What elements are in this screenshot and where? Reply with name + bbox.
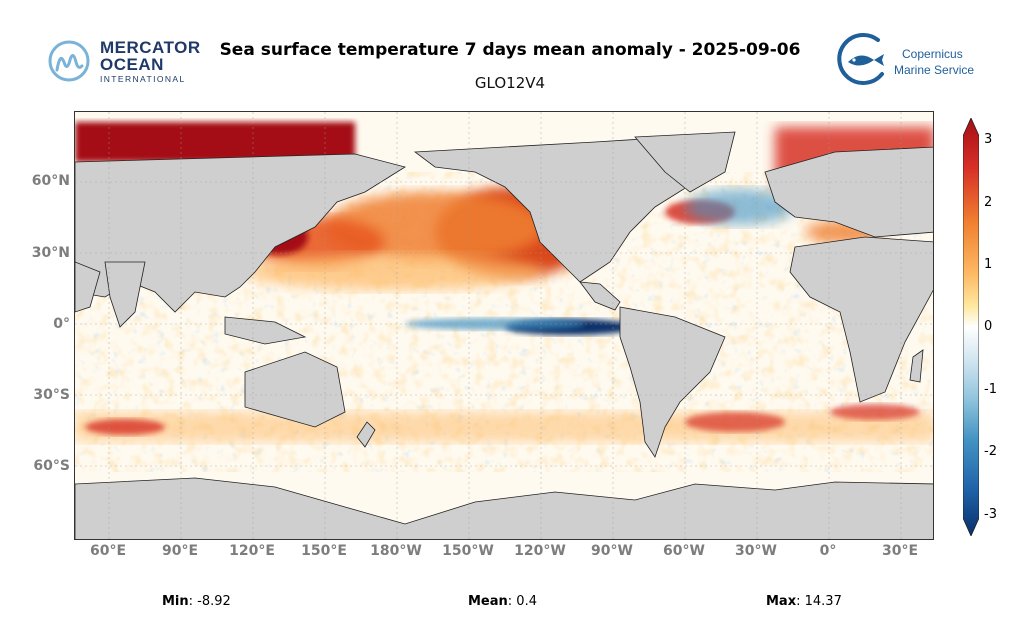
new-zealand-landmass — [356, 421, 376, 448]
madagascar-landmass — [909, 349, 924, 383]
colorbar-tick-neg3: -3 — [984, 507, 997, 522]
lat-label-0: 0° — [53, 316, 70, 332]
lat-label-60s: 60°S — [33, 458, 70, 474]
arabia-landmass — [75, 261, 101, 313]
copernicus-logo-line2: Marine Service — [894, 63, 975, 77]
stat-max-value: : 14.37 — [796, 594, 842, 609]
colorbar-tick-neg2: -2 — [984, 444, 997, 459]
lon-label-180w: 180°W — [370, 543, 422, 559]
stat-min-value: : -8.92 — [188, 594, 231, 609]
lon-label-30e: 30°E — [881, 543, 919, 559]
mercator-logo-line1: MERCATOR — [100, 38, 201, 57]
south-america-landmass — [619, 306, 726, 458]
stat-max: Max: 14.37 — [766, 594, 842, 609]
mercator-logo-icon — [48, 40, 90, 82]
mercator-logo-line2: OCEAN — [100, 55, 164, 74]
stat-min-label: Min — [162, 594, 189, 609]
map-title: Sea surface temperature 7 days mean anom… — [219, 40, 801, 60]
colorbar-tick-3: 3 — [984, 132, 993, 147]
map-canvas — [75, 112, 933, 539]
land-masses — [75, 131, 933, 539]
copernicus-logo: Copernicus Marine Service — [832, 30, 992, 90]
africa-landmass — [789, 236, 933, 403]
sst-anomaly-map — [74, 111, 934, 540]
mercator-logo-line3: INTERNATIONAL — [100, 74, 186, 84]
stat-mean: Mean: 0.4 — [468, 594, 537, 609]
stat-mean-label: Mean — [468, 594, 508, 609]
lon-label-60w: 60°W — [663, 543, 705, 559]
colorbar-tick-neg1: -1 — [984, 382, 997, 397]
colorbar-tick-0: 0 — [984, 319, 993, 334]
colorbar — [963, 118, 979, 536]
australia-landmass — [244, 351, 346, 428]
lon-label-120w: 120°W — [514, 543, 566, 559]
antarctica-landmass — [75, 477, 933, 539]
stat-mean-value: : 0.4 — [507, 594, 537, 609]
lon-label-150e: 150°E — [301, 543, 347, 559]
map-subtitle: GLO12V4 — [474, 74, 546, 92]
lon-label-90w: 90°W — [591, 543, 633, 559]
lon-label-150w: 150°W — [442, 543, 494, 559]
stat-min: Min: -8.92 — [162, 594, 231, 609]
lon-label-30w: 30°W — [735, 543, 777, 559]
lat-label-60n: 60°N — [31, 173, 70, 189]
lat-label-30n: 30°N — [31, 245, 70, 261]
copernicus-logo-line1: Copernicus — [902, 47, 963, 61]
colorbar-tick-2: 2 — [984, 195, 993, 210]
mercator-ocean-logo: MERCATOR OCEAN INTERNATIONAL — [48, 38, 208, 84]
lon-label-60e: 60°E — [89, 543, 127, 559]
lon-label-0: 0° — [819, 543, 837, 559]
lon-label-120e: 120°E — [229, 543, 275, 559]
graticule — [75, 112, 933, 539]
europe-landmass — [764, 146, 933, 238]
india-landmass — [104, 261, 146, 328]
copernicus-fish-icon — [837, 32, 884, 85]
lat-label-30s: 30°S — [33, 387, 70, 403]
lon-label-90e: 90°E — [161, 543, 199, 559]
stat-max-label: Max — [766, 594, 797, 609]
central-america-landmass — [579, 281, 621, 311]
colorbar-tick-1: 1 — [984, 257, 993, 272]
